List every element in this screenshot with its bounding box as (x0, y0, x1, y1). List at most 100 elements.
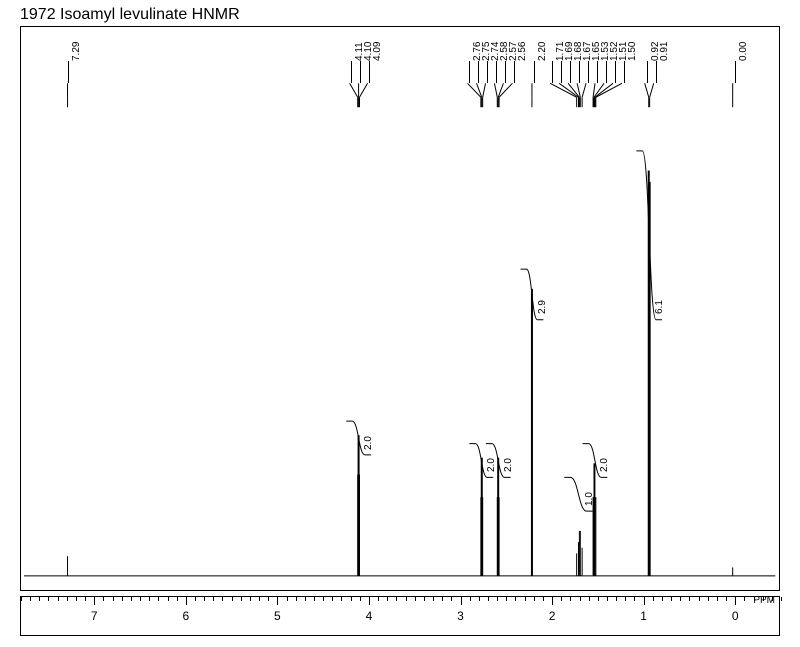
minor-tick (763, 597, 764, 601)
peak-tick (68, 61, 69, 84)
peak-tick (487, 61, 488, 84)
minor-tick (67, 597, 68, 601)
minor-tick (232, 597, 233, 601)
minor-tick (149, 597, 150, 601)
minor-tick (772, 597, 773, 601)
minor-tick (442, 597, 443, 601)
peak-tick (514, 61, 515, 84)
peak-tick (579, 61, 580, 84)
major-tick (186, 597, 187, 605)
nmr-plot: 7.294.114.104.092.762.752.742.582.572.56… (20, 26, 780, 591)
peak-tick (369, 61, 370, 84)
major-tick (94, 597, 95, 605)
integral-label: 2.0 (503, 458, 514, 472)
peak-label: 7.29 (71, 41, 82, 60)
minor-tick (122, 597, 123, 601)
minor-tick (48, 597, 49, 601)
minor-tick (378, 597, 379, 601)
integral-label: 2.9 (537, 300, 548, 314)
major-tick (461, 597, 462, 605)
major-tick (369, 597, 370, 605)
minor-tick (360, 597, 361, 601)
minor-tick (506, 597, 507, 601)
minor-tick (717, 597, 718, 601)
minor-tick (195, 597, 196, 601)
peak-tick (351, 61, 352, 84)
tick-label: 5 (274, 609, 281, 623)
x-axis: PPM 76543210 (20, 596, 780, 636)
peak-tick (505, 61, 506, 84)
minor-tick (140, 597, 141, 601)
integral-label: 1.0 (584, 492, 595, 506)
minor-tick (85, 597, 86, 601)
minor-tick (222, 597, 223, 601)
minor-tick (689, 597, 690, 601)
peak-tick (606, 61, 607, 84)
minor-tick (314, 597, 315, 601)
minor-tick (387, 597, 388, 601)
minor-tick (296, 597, 297, 601)
minor-tick (268, 597, 269, 601)
peak-label: 4.09 (372, 41, 383, 60)
minor-tick (488, 597, 489, 601)
major-tick (735, 597, 736, 605)
minor-tick (58, 597, 59, 601)
peak-tick (534, 61, 535, 84)
minor-tick (341, 597, 342, 601)
peak-tick (561, 61, 562, 84)
minor-tick (451, 597, 452, 601)
tick-label: 2 (549, 609, 556, 623)
peak-tick (656, 61, 657, 84)
tick-label: 4 (366, 609, 373, 623)
minor-tick (76, 597, 77, 601)
major-tick (552, 597, 553, 605)
peak-tick (496, 61, 497, 84)
peak-tick (615, 61, 616, 84)
integral-label: 2.0 (486, 458, 497, 472)
peak-label: 2.20 (537, 41, 548, 60)
minor-tick (158, 597, 159, 601)
minor-tick (607, 597, 608, 601)
peak-tick (735, 61, 736, 84)
major-tick (277, 597, 278, 605)
minor-tick (351, 597, 352, 601)
tick-label: 0 (732, 609, 739, 623)
minor-tick (580, 597, 581, 601)
minor-tick (561, 597, 562, 601)
minor-tick (616, 597, 617, 601)
minor-tick (570, 597, 571, 601)
minor-tick (515, 597, 516, 601)
minor-tick (21, 597, 22, 601)
minor-tick (241, 597, 242, 601)
minor-tick (131, 597, 132, 601)
peak-label: 2.56 (517, 41, 528, 60)
minor-tick (470, 597, 471, 601)
minor-tick (177, 597, 178, 601)
integral-label: 2.0 (363, 436, 374, 450)
minor-tick (259, 597, 260, 601)
minor-tick (30, 597, 31, 601)
minor-tick (726, 597, 727, 601)
minor-tick (497, 597, 498, 601)
tick-label: 7 (91, 609, 98, 623)
minor-tick (653, 597, 654, 601)
minor-tick (424, 597, 425, 601)
minor-tick (287, 597, 288, 601)
minor-tick (699, 597, 700, 601)
tick-label: 1 (640, 609, 647, 623)
minor-tick (634, 597, 635, 601)
minor-tick (589, 597, 590, 601)
minor-tick (204, 597, 205, 601)
minor-tick (479, 597, 480, 601)
minor-tick (323, 597, 324, 601)
minor-tick (708, 597, 709, 601)
minor-tick (662, 597, 663, 601)
minor-tick (103, 597, 104, 601)
minor-tick (754, 597, 755, 601)
minor-tick (168, 597, 169, 601)
major-tick (644, 597, 645, 605)
peak-label: 0.91 (659, 41, 670, 60)
tick-label: 6 (182, 609, 189, 623)
minor-tick (625, 597, 626, 601)
minor-tick (598, 597, 599, 601)
